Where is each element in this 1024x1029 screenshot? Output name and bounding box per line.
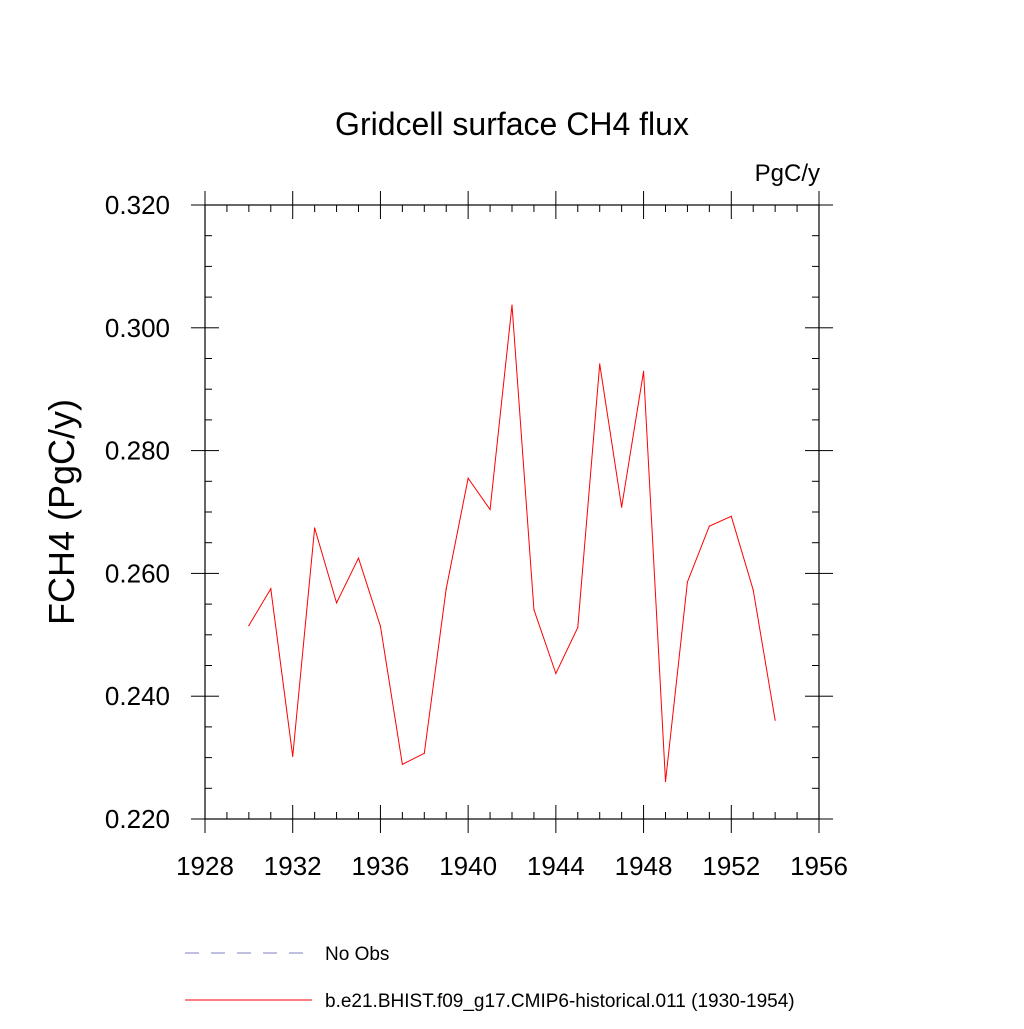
- x-tick-label: 1932: [264, 851, 322, 881]
- data-point: [423, 752, 425, 754]
- data-point: [445, 588, 447, 590]
- data-point: [664, 780, 667, 783]
- y-tick-label: 0.300: [105, 313, 170, 343]
- data-point: [774, 719, 776, 721]
- legend: No Obs b.e21.BHIST.f09_g17.CMIP6-historic…: [185, 944, 795, 1012]
- series-line: [248, 305, 776, 782]
- data-point: [270, 588, 272, 590]
- data-point: [642, 370, 645, 372]
- data-point: [357, 557, 360, 559]
- data-point: [335, 602, 338, 604]
- data-point: [708, 525, 710, 527]
- x-tick-label: 1944: [527, 851, 585, 881]
- series-layer: [248, 304, 776, 783]
- data-point: [489, 508, 491, 511]
- units-label: PgC/y: [755, 160, 820, 187]
- x-tick-label: 1928: [176, 851, 234, 881]
- data-point: [599, 363, 601, 365]
- data-point: [379, 625, 382, 627]
- y-tick-label: 0.240: [105, 681, 170, 711]
- y-axis-label: FCH4 (PgC/y): [41, 399, 82, 625]
- legend-label: No Obs: [325, 944, 389, 965]
- y-tick-label: 0.280: [105, 436, 170, 466]
- data-point: [621, 506, 623, 508]
- data-point: [752, 589, 754, 591]
- x-tick-label: 1952: [702, 851, 760, 881]
- x-tick-label: 1948: [615, 851, 673, 881]
- axis-ticks: [191, 191, 833, 833]
- x-tick-label: 1940: [439, 851, 497, 881]
- chart-title: Gridcell surface CH4 flux: [335, 106, 689, 142]
- data-point: [555, 672, 557, 675]
- data-point: [577, 626, 579, 629]
- y-tick-label: 0.320: [105, 190, 170, 220]
- data-point: [730, 515, 732, 517]
- y-tick-label: 0.220: [105, 804, 170, 834]
- data-point: [686, 581, 689, 583]
- data-point: [314, 527, 316, 529]
- data-point: [511, 304, 513, 306]
- x-tick-label: 1956: [790, 851, 848, 881]
- axis-tick-labels: 1928 1932 1936 1940 1944 1948 1952 1956 0.220 0.2…: [105, 190, 848, 881]
- legend-label: b.e21.BHIST.f09_g17.CMIP6-historical.011…: [325, 991, 795, 1012]
- y-tick-label: 0.260: [105, 558, 170, 588]
- data-point: [533, 609, 535, 611]
- x-tick-label: 1936: [352, 851, 410, 881]
- data-point: [292, 755, 294, 757]
- data-point: [401, 763, 403, 765]
- plot-frame: [204, 204, 820, 820]
- data-point: [248, 624, 250, 627]
- data-point: [467, 477, 469, 479]
